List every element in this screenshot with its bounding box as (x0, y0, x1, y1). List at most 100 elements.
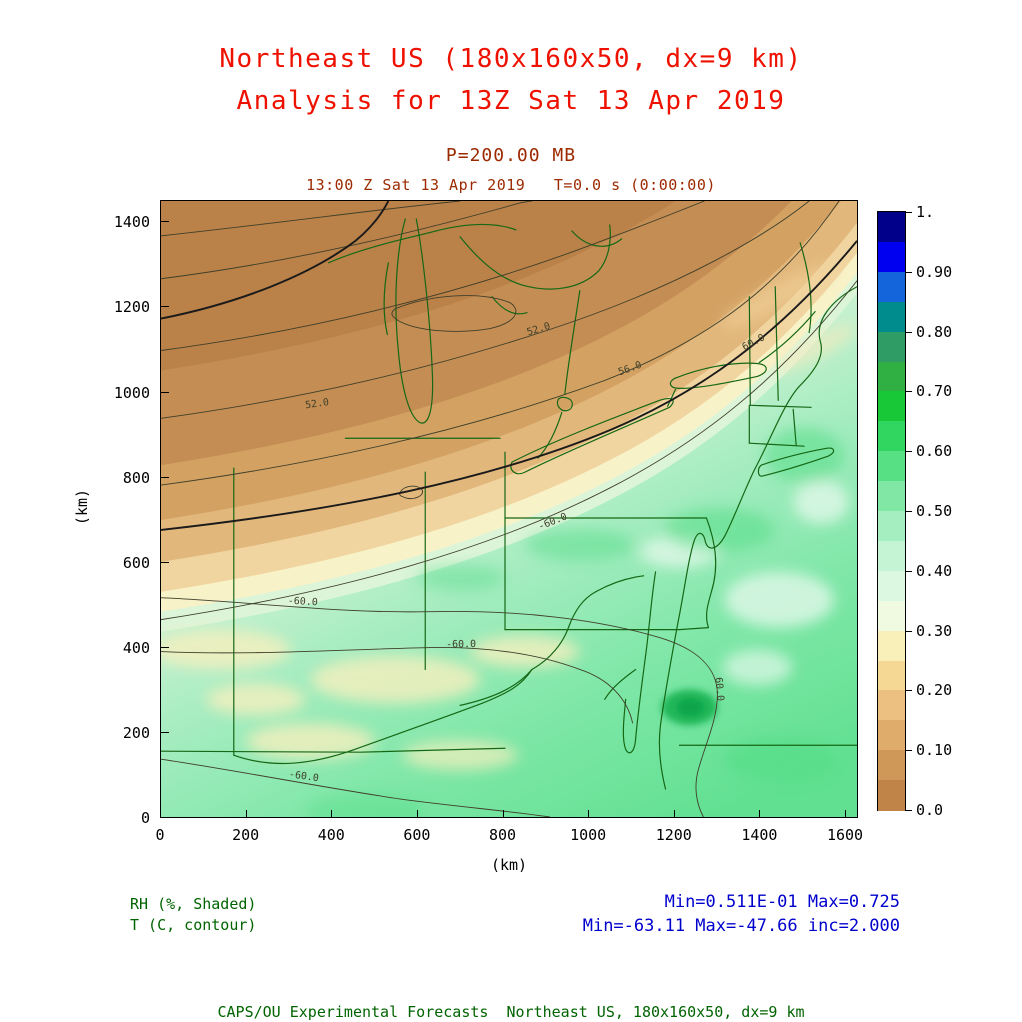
pressure-level-label: P=200.00 MB (445, 145, 577, 166)
temperature-contour (161, 597, 718, 817)
colorbar-tick (906, 690, 912, 692)
delaware-river (705, 517, 717, 629)
temperature-contour (161, 201, 705, 351)
state-border-md-de (678, 627, 710, 631)
contour-label: -60.0 (446, 639, 476, 651)
rh-maximum-blob (661, 689, 718, 726)
temperature-contours-thick (161, 201, 857, 531)
rh-patch-green (524, 528, 635, 561)
contour-field-legend: T (C, contour) (130, 916, 257, 934)
colorbar-tick (906, 570, 912, 572)
state-border-ky-va (459, 668, 533, 706)
lake-michigan (395, 218, 434, 424)
atlantic-coastline (658, 286, 857, 790)
contour-label: 60.0 (712, 677, 725, 702)
colorbar-tick (906, 331, 912, 333)
state-borders-and-lakes (161, 218, 857, 790)
valid-time-label: 13:00 Z Sat 13 Apr 2019 T=0.0 s (0:00:00… (306, 176, 716, 194)
rh-patch-cream (402, 740, 518, 771)
temperature-contour (161, 201, 840, 486)
temperature-contour-closed (391, 295, 517, 332)
rh-patch-peach (771, 324, 857, 373)
state-border-va-north (595, 575, 645, 593)
rh-patch-green (724, 737, 835, 782)
map-plot-area: 52.0 56.0 60.0 52.0 -60.0 -60.0 -60.0 60.0 -60.0 (160, 200, 858, 818)
x-axis-tick-label: 400 (317, 826, 345, 844)
temperature-contour (161, 201, 532, 280)
ohio-river (233, 668, 533, 765)
page-title-line2: Analysis for 13Z Sat 13 Apr 2019 (236, 86, 786, 116)
state-border-ny-vt (748, 296, 751, 406)
temperature-contours (161, 201, 857, 817)
colorbar-tick-label: 0.80 (916, 322, 953, 341)
shaded-minmax-stats: Min=0.511E-01 Max=0.725 (664, 892, 900, 912)
rh-patch-green (305, 793, 426, 817)
temperature-contour (161, 201, 461, 237)
colorbar-tick (906, 451, 912, 453)
contour-label: 52.0 (304, 397, 329, 411)
contour-minmax-stats: Min=-63.11 Max=-47.66 inc=2.000 (582, 916, 900, 936)
temperature-contour (161, 758, 550, 817)
rh-filled-contour-bands (161, 201, 857, 632)
temperature-contour-closed (399, 485, 423, 499)
x-axis-tick-label: 600 (403, 826, 431, 844)
rh-patch-green (415, 564, 506, 591)
x-axis-tick-label: 800 (488, 826, 517, 844)
y-axis-tick-label: 600 (122, 553, 150, 572)
temperature-contour (161, 201, 810, 419)
y-axis-tick-label: 800 (122, 468, 150, 487)
y-axis-tick-label: 1200 (113, 298, 150, 317)
rh-patch-dark-green-core (676, 698, 705, 717)
colorbar-tick-label: 0.50 (916, 502, 953, 520)
rh-patch-green (764, 427, 845, 484)
temperature-contour (161, 280, 857, 621)
colorbar-tick (906, 750, 912, 752)
rh-patch-cream (310, 655, 481, 704)
colorbar-tick-label: 0.70 (916, 382, 953, 401)
colorbar-tick-label: 0.20 (916, 681, 953, 700)
long-island (757, 447, 835, 477)
colorbar-frame (877, 211, 906, 811)
y-axis-tick-label: 400 (122, 638, 150, 657)
colorbar-tick-label: 0.40 (916, 561, 953, 580)
y-axis-title: (km) (73, 488, 92, 526)
temperature-contour-thick (161, 201, 390, 320)
state-border-ma-north (749, 404, 812, 408)
rh-patch-pale (724, 571, 835, 628)
chesapeake-bay (622, 571, 657, 754)
colorbar-tick-label: 0.60 (916, 442, 953, 461)
x-axis-tick-label: 1400 (741, 826, 778, 844)
shaded-field-legend: RH (%, Shaded) (130, 895, 257, 913)
state-border-ky-tn (161, 747, 506, 753)
contour-labels: 52.056.060.052.0-60.0-60.0-60.060.0-60.0 (287, 321, 766, 784)
contour-label: -60.0 (288, 769, 319, 784)
potomac-river (604, 668, 637, 700)
y-axis-tick-label: 200 (122, 723, 150, 742)
colorbar-tick (906, 630, 912, 632)
colorbar-tick-label: 0.0 (916, 801, 944, 819)
page-title-line1: Northeast US (180x160x50, dx=9 km) (219, 44, 803, 74)
rh-patch-green (664, 508, 775, 552)
x-axis-tick-label: 1600 (826, 826, 864, 844)
x-axis-tick-label: 200 (232, 826, 260, 844)
rh-patch-cream (205, 683, 306, 716)
map-canvas: 52.056.060.052.0-60.0-60.0-60.060.0-60.0 (161, 201, 857, 817)
colorbar-tick (906, 391, 912, 393)
temperature-contour-thick (161, 240, 857, 531)
saginaw-bay (491, 296, 528, 315)
state-border-ct-ri (792, 408, 797, 446)
niagara-river (666, 388, 677, 407)
colorbar-tick (906, 212, 912, 213)
upper-peninsula-shore (327, 223, 517, 264)
rh-fill-band (161, 201, 676, 371)
colorbar-tick-label: 1. (916, 203, 935, 221)
contour-label: -60.0 (287, 596, 318, 609)
georgian-bay (571, 230, 623, 247)
state-border-vt-nh (774, 286, 779, 401)
state-border-ct-south (748, 442, 805, 447)
rh-patch-peach (721, 263, 837, 328)
x-axis-tick-label: 1200 (655, 826, 692, 844)
rh-patch-cream (470, 635, 580, 668)
rh-patch-cream (161, 629, 291, 670)
